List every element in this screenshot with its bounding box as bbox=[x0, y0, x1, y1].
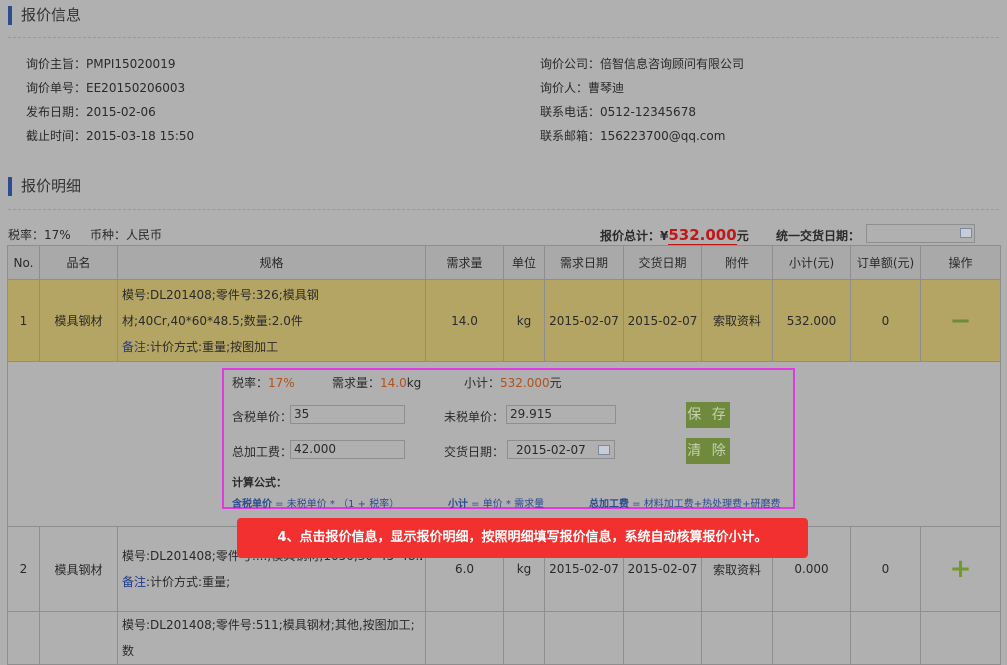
table-row[interactable]: 1 模具钢材 模号:DL201408;零件号:326;模具钢材;40Cr,40*… bbox=[7, 279, 1001, 362]
publish-date: 2015-02-06 bbox=[86, 105, 156, 119]
currency: 币种：人民币 bbox=[90, 228, 163, 242]
save-button[interactable]: 保 存 bbox=[686, 402, 730, 428]
tax-exclusive-price-input[interactable]: 29.915 bbox=[506, 405, 616, 424]
request-docs-link[interactable]: 索取资料 bbox=[701, 279, 773, 362]
info-right: 询价公司：倍智信息咨询顾问有限公司 询价人：曹琴迪 联系电话：0512-1234… bbox=[540, 57, 745, 143]
inquiry-number: EE20150206003 bbox=[86, 81, 186, 95]
clear-button[interactable]: 清 除 bbox=[686, 438, 730, 464]
phone: 0512-12345678 bbox=[600, 105, 696, 119]
contact-person: 曹琴迪 bbox=[588, 81, 625, 95]
section-title-detail: 报价明细 bbox=[8, 177, 81, 196]
info-left: 询价主旨：PMPI15020019 询价单号：EE20150206003 发布日… bbox=[26, 57, 195, 143]
expand-icon[interactable]: + bbox=[920, 526, 1001, 612]
formula-tax-price: 含税单价 = 未税单价 * （1 + 税率） bbox=[232, 499, 400, 510]
company: 倍智信息咨询顾问有限公司 bbox=[600, 57, 745, 71]
delivery-date-input[interactable]: 2015-02-07 bbox=[507, 440, 615, 459]
formula-processing: 总加工费 = 材料加工费+热处理费+研磨费 bbox=[589, 499, 781, 510]
formula-subtotal: 小计 = 单价 * 需求量 bbox=[448, 499, 545, 510]
tax-rate: 税率：17% bbox=[8, 228, 71, 242]
table-row[interactable]: 模号:DL201408;零件号:511;模具钢材;其他,按图加工;数 bbox=[7, 611, 1001, 665]
table-header: No. 品名 规格 需求量 单位 需求日期 交货日期 附件 小计(元) 订单额(元) 操作 bbox=[7, 245, 1001, 280]
expanded-editor-row bbox=[7, 361, 1001, 527]
deadline: 2015-03-18 15:50 bbox=[86, 129, 195, 143]
calendar-icon[interactable] bbox=[598, 445, 610, 455]
quote-editor-panel: 税率：17% 需求量：14.0kg 小计：532.000元 含税单价： 35 未… bbox=[222, 368, 795, 510]
unified-date-label: 统一交货日期： bbox=[776, 229, 861, 243]
section-title-info: 报价信息 bbox=[8, 6, 81, 25]
calendar-icon[interactable] bbox=[960, 228, 972, 238]
inquiry-subject: PMPI15020019 bbox=[86, 57, 176, 71]
quote-total: 报价总计：¥532.000元 bbox=[600, 226, 749, 246]
unified-date-input[interactable] bbox=[866, 224, 975, 243]
collapse-icon[interactable]: − bbox=[920, 279, 1001, 362]
email: 156223700@qq.com bbox=[600, 129, 726, 143]
divider bbox=[8, 209, 999, 210]
tax-inclusive-price-input[interactable]: 35 bbox=[290, 405, 405, 424]
processing-fee-input[interactable]: 42.000 bbox=[290, 440, 405, 459]
tutorial-callout: 4、点击报价信息，显示报价明细，按照明细填写报价信息，系统自动核算报价小计。 bbox=[237, 518, 808, 558]
divider bbox=[8, 37, 999, 38]
